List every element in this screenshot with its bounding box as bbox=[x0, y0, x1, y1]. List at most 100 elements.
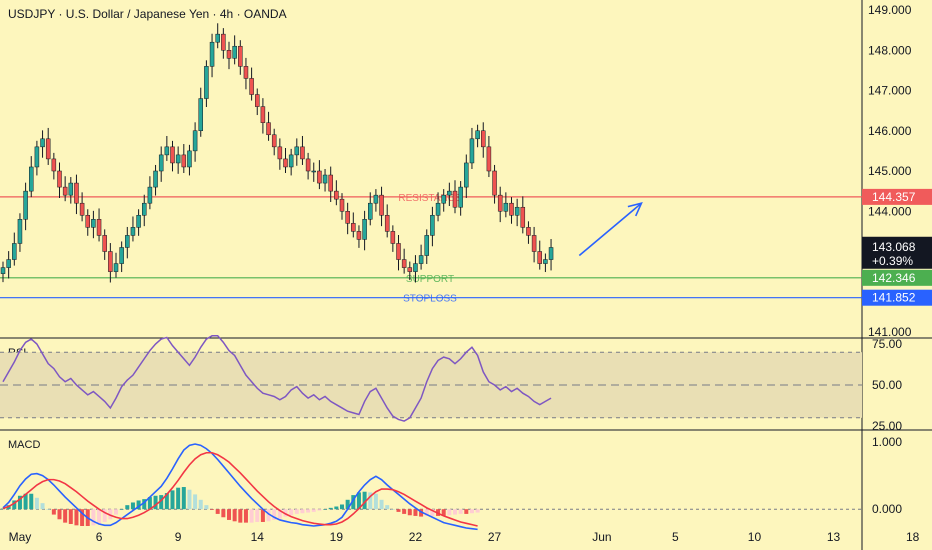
candle-body bbox=[328, 174, 333, 192]
macd-histogram-bar bbox=[260, 509, 265, 522]
candle-body bbox=[543, 259, 548, 264]
candle bbox=[12, 232, 17, 266]
candle-body bbox=[142, 202, 147, 216]
candle bbox=[288, 148, 294, 176]
candle-body bbox=[464, 162, 469, 188]
macd-line bbox=[2, 443, 478, 531]
candle-body bbox=[435, 202, 441, 216]
macd-histogram-bar bbox=[368, 492, 373, 510]
candle-body bbox=[481, 130, 486, 148]
candle bbox=[74, 174, 79, 215]
candle bbox=[300, 135, 305, 165]
candle bbox=[294, 138, 300, 166]
candle-body bbox=[181, 154, 187, 168]
candle bbox=[40, 130, 45, 158]
candle bbox=[430, 206, 435, 247]
candle bbox=[62, 176, 68, 202]
candle-body bbox=[503, 202, 509, 212]
macd-histogram-bar bbox=[210, 509, 215, 510]
candle bbox=[175, 146, 181, 174]
candle-body bbox=[226, 50, 232, 59]
candle-body bbox=[79, 202, 85, 216]
macd-histogram-bar bbox=[198, 499, 203, 510]
candle-body bbox=[175, 154, 181, 164]
macd-histogram-bar bbox=[119, 509, 124, 510]
candle bbox=[362, 210, 367, 251]
macd-histogram-bar bbox=[419, 509, 424, 517]
candle-body bbox=[125, 235, 130, 248]
candle bbox=[136, 209, 141, 236]
macd-histogram-bar bbox=[114, 509, 118, 515]
candle bbox=[260, 98, 266, 134]
time-tick-label: 27 bbox=[488, 530, 502, 544]
candle-body bbox=[305, 158, 311, 172]
candle-body bbox=[221, 33, 226, 51]
macd-histogram-bar bbox=[34, 497, 39, 510]
candle-body bbox=[170, 146, 175, 164]
macd-histogram-bar bbox=[74, 509, 79, 526]
candle bbox=[514, 198, 520, 227]
price-tick-label: 141.000 bbox=[868, 325, 912, 339]
price-tick-label: 144.000 bbox=[868, 204, 912, 218]
rsi-tick-label: 75.00 bbox=[872, 337, 902, 351]
macd-histogram-bar bbox=[57, 509, 62, 520]
macd-histogram-bar bbox=[68, 509, 73, 524]
candle-body bbox=[311, 170, 316, 173]
candle bbox=[464, 154, 469, 198]
candle bbox=[57, 162, 62, 198]
macd-histogram-bar bbox=[430, 509, 435, 516]
candle bbox=[492, 164, 497, 204]
candle bbox=[249, 67, 254, 101]
projection-arrow bbox=[578, 202, 643, 257]
candle bbox=[390, 225, 396, 252]
macd-histogram-bar bbox=[91, 509, 96, 526]
candle bbox=[68, 177, 74, 204]
macd-histogram-bar bbox=[238, 509, 243, 523]
macd-histogram-bar bbox=[125, 505, 130, 510]
candle bbox=[226, 41, 232, 70]
candle bbox=[277, 138, 283, 170]
candle-body bbox=[108, 251, 113, 272]
candle bbox=[153, 164, 158, 196]
candle-body bbox=[509, 202, 514, 216]
resistance-badge bbox=[862, 188, 932, 205]
stoploss-price: 141.852 bbox=[872, 291, 916, 305]
macd-histogram-bar bbox=[23, 493, 28, 510]
macd-histogram-bar bbox=[1, 508, 5, 510]
candle bbox=[232, 35, 237, 65]
macd-histogram-bar bbox=[29, 493, 34, 510]
macd-histogram-bar bbox=[176, 487, 181, 510]
candle bbox=[130, 216, 136, 242]
resistance-label: RESISTANCE bbox=[398, 193, 461, 204]
candle bbox=[441, 189, 446, 212]
candle-body bbox=[68, 182, 74, 196]
candle bbox=[51, 152, 57, 180]
candle-body bbox=[40, 138, 45, 148]
macd-histogram-bar bbox=[300, 509, 305, 514]
macd-histogram-bar bbox=[272, 509, 277, 520]
candle bbox=[29, 156, 34, 198]
candle bbox=[520, 196, 526, 234]
candle-body bbox=[102, 235, 107, 252]
candle bbox=[526, 221, 531, 244]
macd-title: MACD bbox=[8, 439, 40, 451]
candle-body bbox=[255, 94, 260, 107]
candle bbox=[334, 180, 339, 206]
candle-body bbox=[294, 146, 300, 156]
candle bbox=[435, 192, 441, 222]
macd-histogram-bar bbox=[147, 497, 152, 510]
support-badge bbox=[862, 269, 932, 286]
candle-body bbox=[334, 190, 339, 200]
time-tick-label: May bbox=[9, 530, 32, 544]
rsi-tick-label: 25.00 bbox=[872, 419, 902, 433]
candle bbox=[0, 261, 6, 283]
candle-body bbox=[0, 267, 6, 274]
candle bbox=[6, 251, 11, 279]
candle-body bbox=[187, 150, 192, 168]
macd-histogram-bar bbox=[424, 509, 429, 516]
rsi-tick-label: 50.00 bbox=[872, 378, 902, 392]
candle-body bbox=[373, 194, 379, 204]
candle-body bbox=[407, 267, 413, 272]
price-tick-label: 148.000 bbox=[868, 43, 912, 57]
